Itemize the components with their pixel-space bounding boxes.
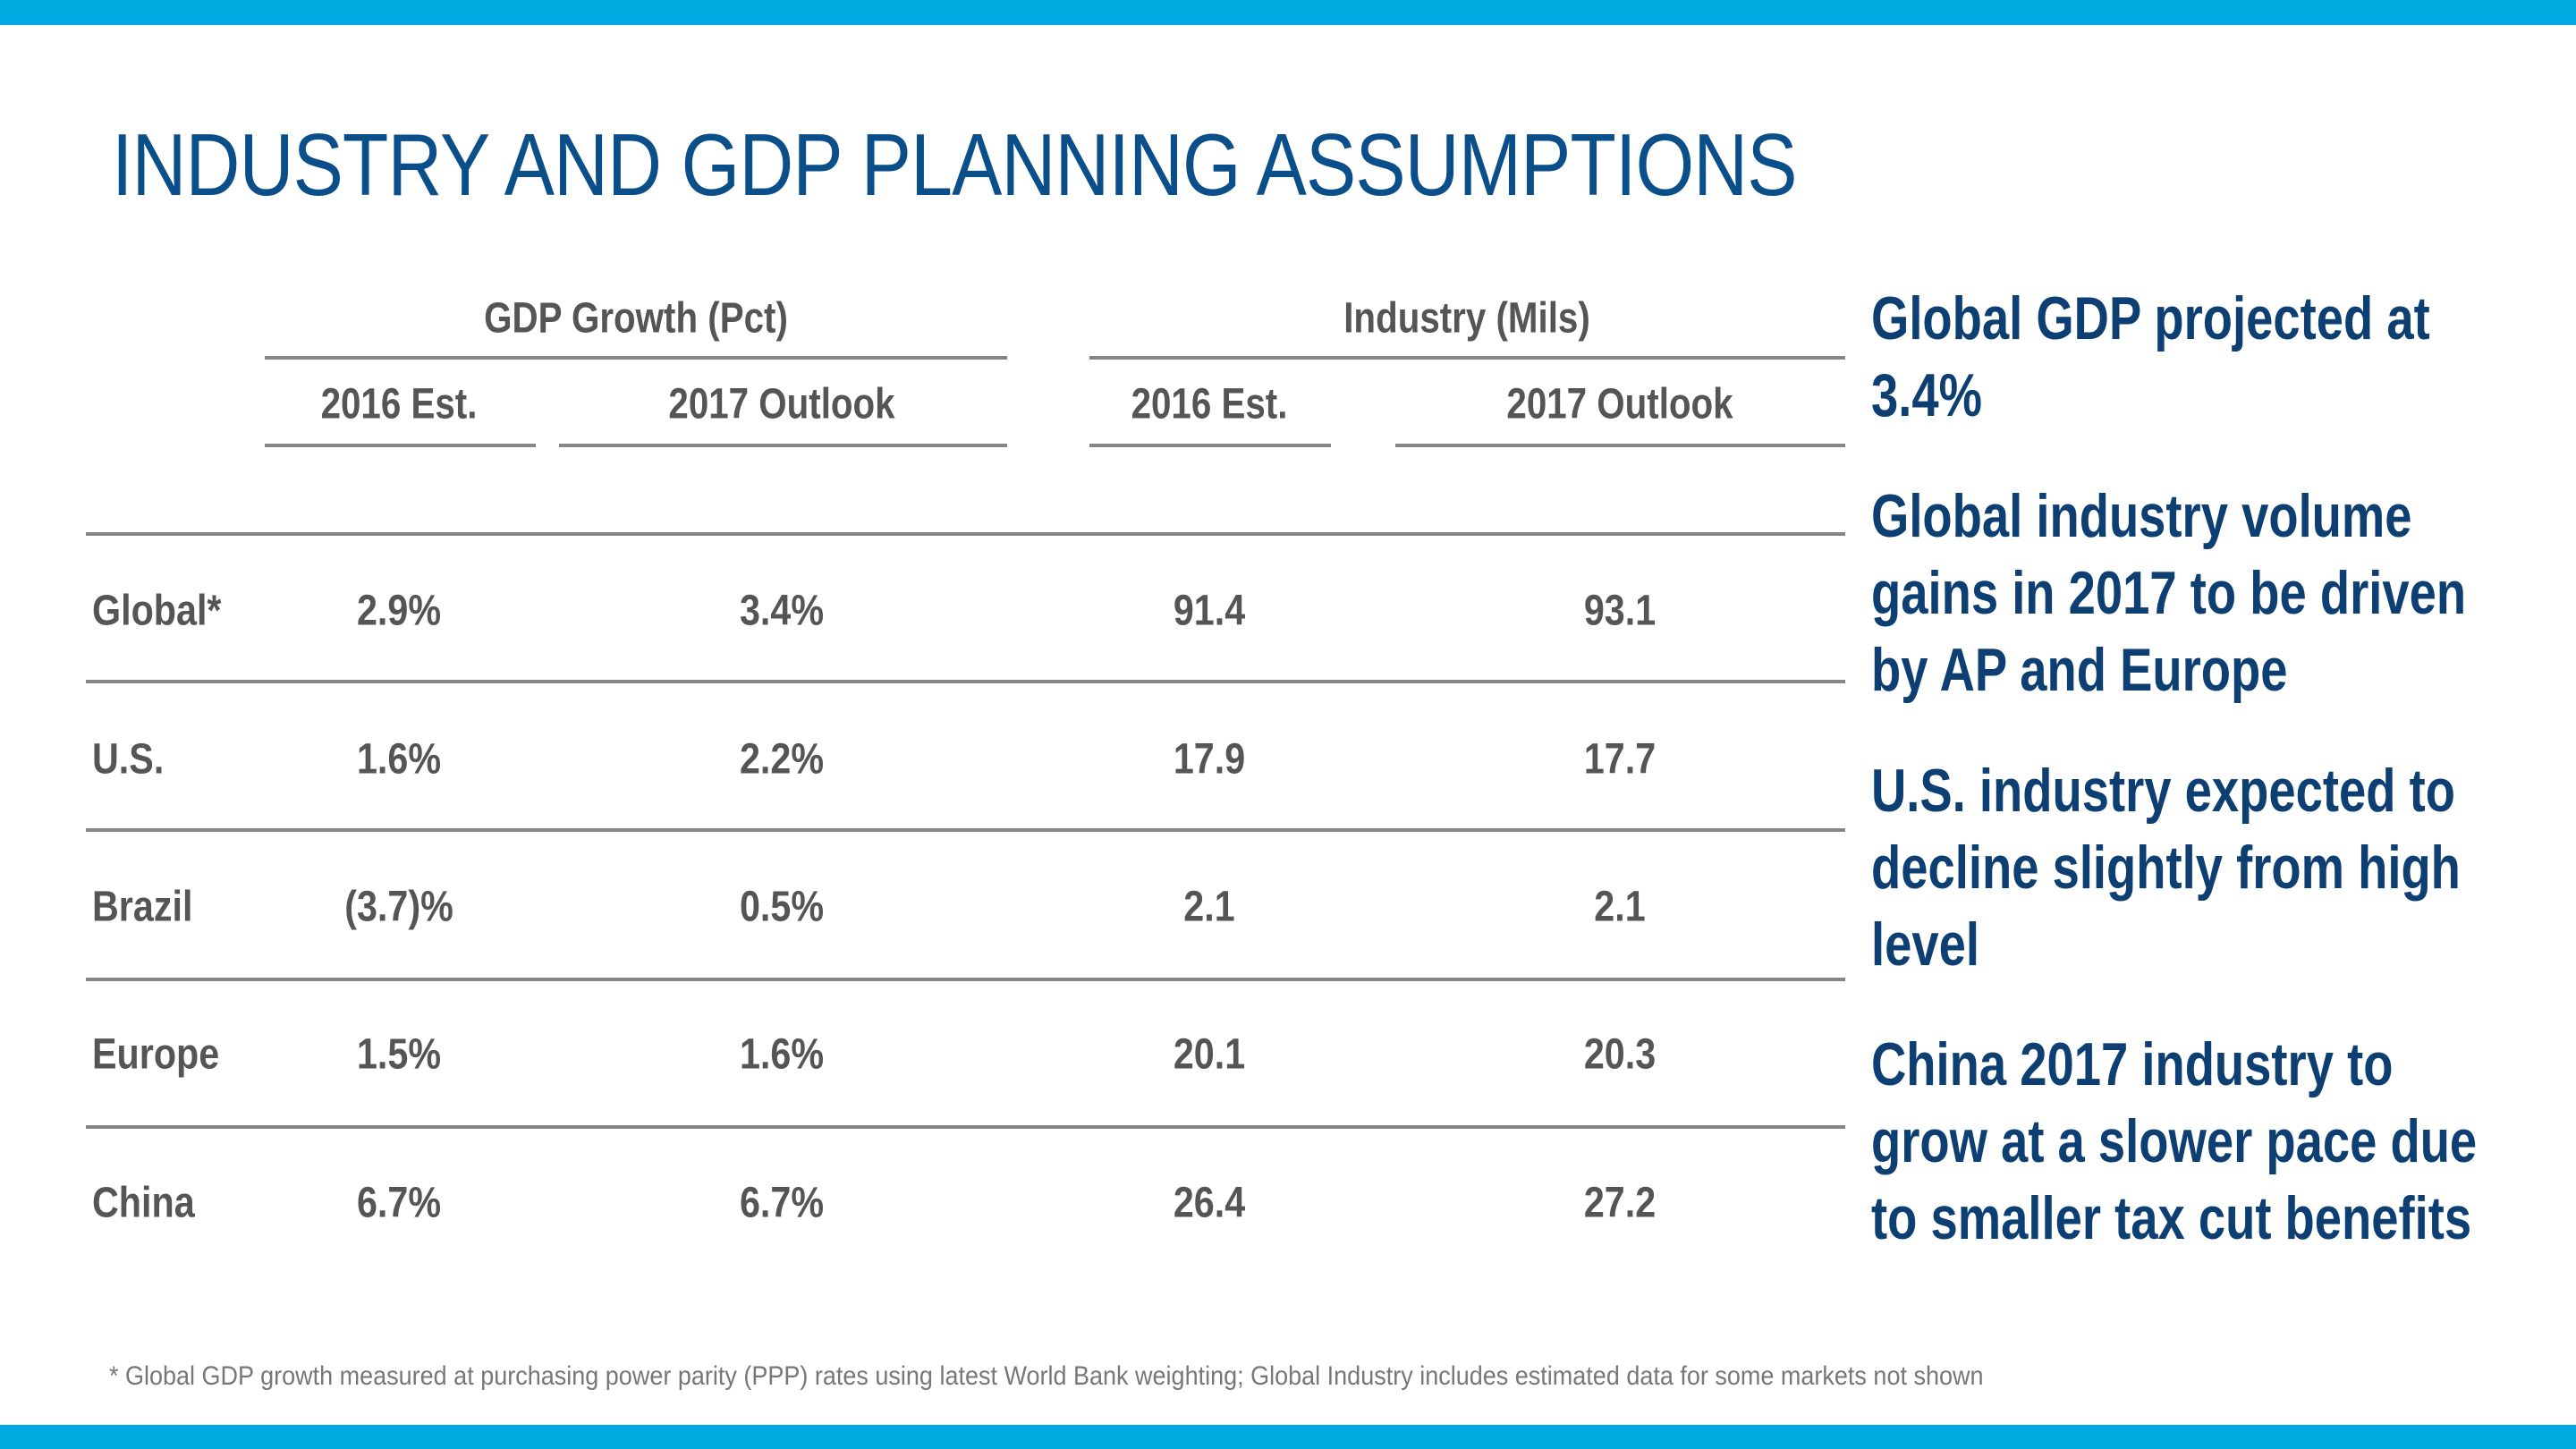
key-point-line: China 2017 industry to bbox=[1871, 1030, 2394, 1098]
table-cell: 1.6% bbox=[356, 735, 442, 784]
top-accent-bar bbox=[0, 0, 2576, 25]
key-point-line: to smaller tax cut benefits bbox=[1871, 1184, 2472, 1252]
group-underline bbox=[1089, 356, 1845, 360]
table-cell: 1.6% bbox=[739, 1030, 825, 1079]
group-header: Industry (Mils) bbox=[1343, 294, 1590, 343]
key-point-line: decline slightly from high bbox=[1871, 834, 2461, 902]
key-point: China 2017 industry to grow at a slower p… bbox=[1871, 1026, 2477, 1257]
table-cell: 6.7% bbox=[739, 1179, 825, 1227]
key-point-line: gains in 2017 to be driven bbox=[1871, 559, 2467, 627]
row-divider bbox=[86, 1125, 1845, 1129]
bottom-accent-bar bbox=[0, 1425, 2576, 1449]
row-divider bbox=[86, 828, 1845, 832]
key-point: U.S. industry expected to decline slightl… bbox=[1871, 752, 2461, 983]
row-label: Brazil bbox=[92, 883, 193, 931]
row-label: Global* bbox=[92, 587, 222, 635]
table-cell: 20.3 bbox=[1583, 1030, 1657, 1079]
page-title: INDUSTRY AND GDP PLANNING ASSUMPTIONS bbox=[112, 115, 1798, 214]
table-cell: 27.2 bbox=[1583, 1179, 1657, 1227]
row-divider bbox=[86, 680, 1845, 683]
table-cell: 1.5% bbox=[356, 1030, 442, 1079]
key-point-line: level bbox=[1871, 911, 1979, 979]
group-underline bbox=[265, 356, 1007, 360]
table-cell: 20.1 bbox=[1173, 1030, 1246, 1079]
key-point-line: Global GDP projected at bbox=[1871, 284, 2430, 352]
table-cell: 0.5% bbox=[739, 883, 825, 931]
key-point: Global industry volume gains in 2017 to b… bbox=[1871, 478, 2466, 708]
row-divider bbox=[86, 978, 1845, 981]
table-cell: 2.9% bbox=[356, 587, 442, 635]
column-underline bbox=[265, 444, 536, 447]
row-label: China bbox=[92, 1179, 195, 1227]
row-divider bbox=[86, 532, 1845, 536]
table-cell: 17.7 bbox=[1583, 735, 1657, 784]
row-label: U.S. bbox=[92, 735, 165, 784]
row-label: Europe bbox=[92, 1030, 220, 1079]
column-underline bbox=[559, 444, 1007, 447]
column-underline bbox=[1089, 444, 1331, 447]
column-underline bbox=[1395, 444, 1845, 447]
table-cell: 3.4% bbox=[739, 587, 825, 635]
column-header: 2017 Outlook bbox=[668, 380, 895, 428]
column-header: 2016 Est. bbox=[320, 380, 478, 428]
table-cell: 26.4 bbox=[1173, 1179, 1246, 1227]
key-point-line: grow at a slower pace due bbox=[1871, 1107, 2478, 1175]
table-cell: 2.1 bbox=[1183, 883, 1235, 931]
column-header: 2017 Outlook bbox=[1506, 380, 1733, 428]
key-point: Global GDP projected at 3.4% bbox=[1871, 280, 2430, 434]
key-point-line: by AP and Europe bbox=[1871, 636, 2288, 704]
key-point-line: 3.4% bbox=[1871, 361, 1982, 429]
table-cell: 91.4 bbox=[1173, 587, 1246, 635]
table-cell: 93.1 bbox=[1583, 587, 1657, 635]
table-cell: (3.7)% bbox=[344, 883, 453, 931]
key-point-line: Global industry volume bbox=[1871, 482, 2412, 550]
column-header: 2016 Est. bbox=[1131, 380, 1288, 428]
key-point-line: U.S. industry expected to bbox=[1871, 757, 2455, 825]
table-cell: 17.9 bbox=[1173, 735, 1246, 784]
table-cell: 6.7% bbox=[356, 1179, 442, 1227]
group-header: GDP Growth (Pct) bbox=[484, 294, 788, 343]
footnote: * Global GDP growth measured at purchasi… bbox=[109, 1361, 1984, 1391]
table-cell: 2.1 bbox=[1594, 883, 1646, 931]
table-cell: 2.2% bbox=[739, 735, 825, 784]
